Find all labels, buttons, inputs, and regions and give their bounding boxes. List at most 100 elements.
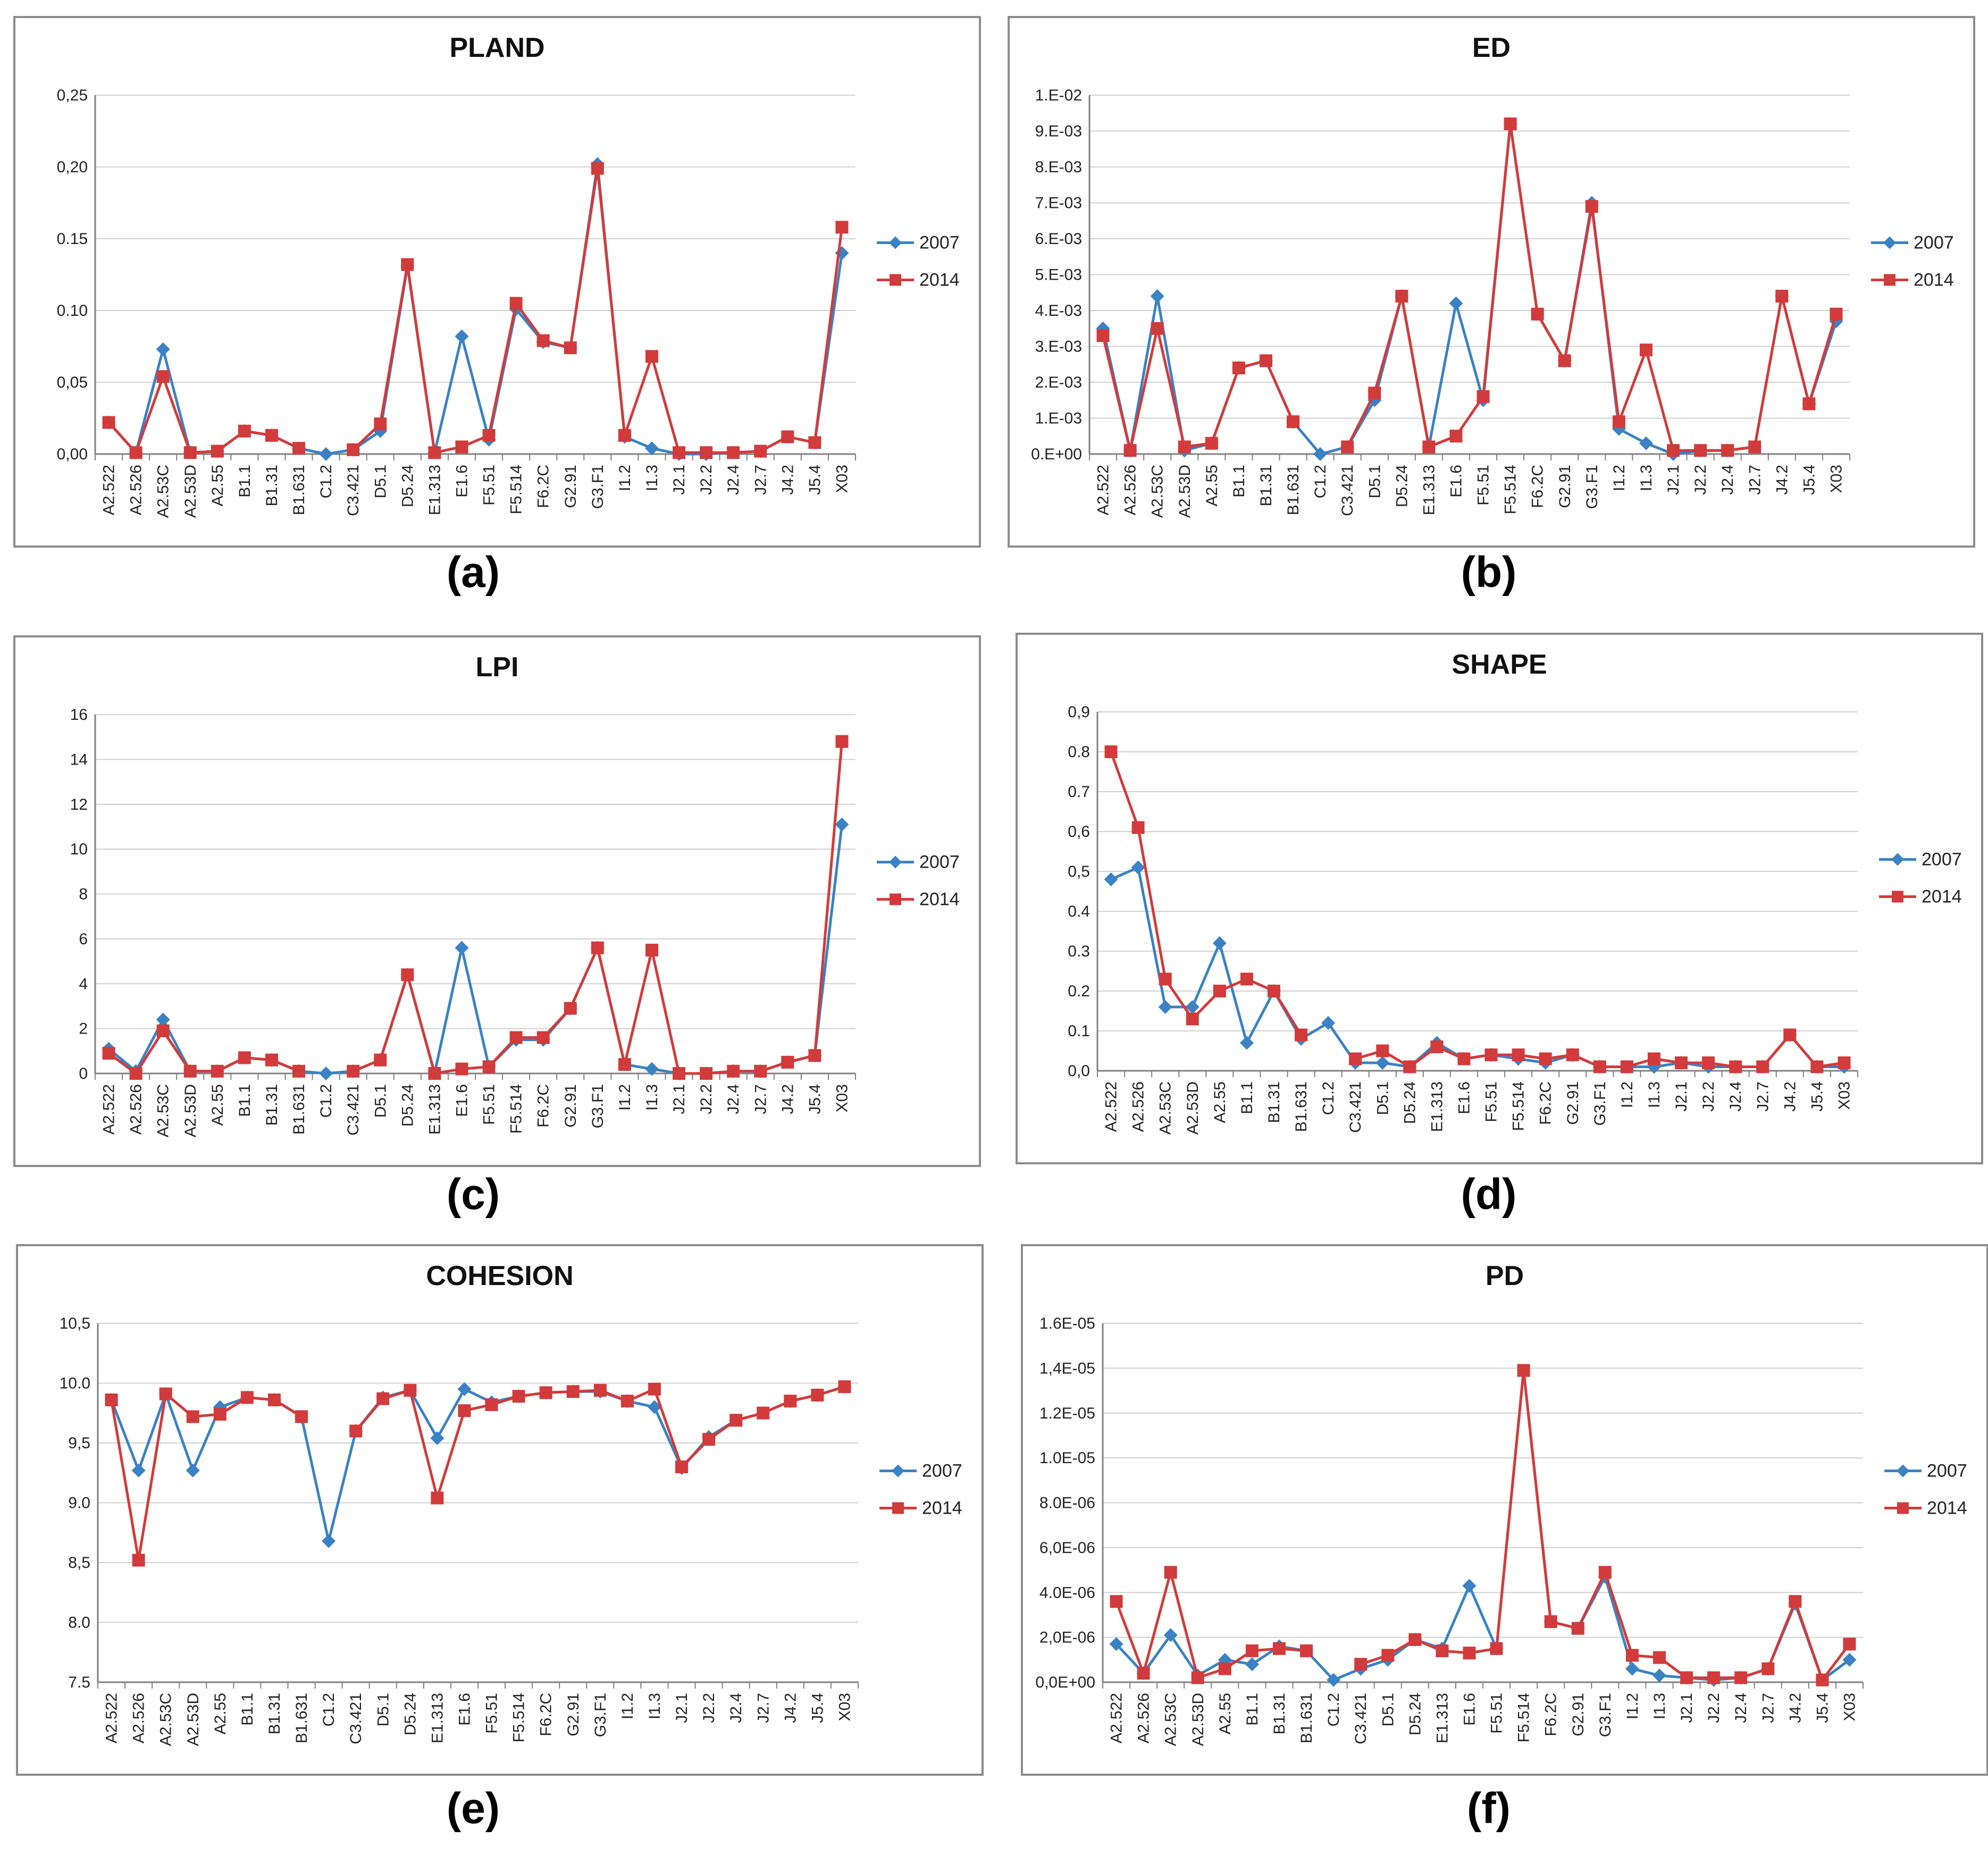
y-tick-label: 2,0E-06 — [1039, 1629, 1095, 1647]
data-point-2014 — [156, 1024, 170, 1037]
y-tick-label: 0,0 — [1068, 1062, 1090, 1080]
x-tick-label: J2.2 — [1705, 1693, 1723, 1723]
x-tick-label: E1.6 — [453, 465, 471, 498]
data-point-2014 — [1729, 1060, 1742, 1073]
data-point-2014 — [539, 1386, 552, 1399]
x-tick-label: C1.2 — [1325, 1693, 1343, 1726]
series-line-2007 — [1115, 1370, 1850, 1682]
y-tick-label: 0,9 — [1068, 703, 1090, 721]
data-point-2007 — [647, 1400, 661, 1414]
data-point-2007 — [1245, 1657, 1259, 1672]
legend-marker — [1892, 891, 1903, 903]
x-tick-label: A2.53C — [155, 1084, 172, 1137]
x-tick-label: J4.2 — [782, 1693, 799, 1723]
x-tick-label: D5.24 — [1393, 465, 1411, 507]
data-point-2014 — [1517, 1364, 1530, 1377]
data-point-2007 — [1131, 860, 1145, 875]
x-tick-label: F5.514 — [1510, 1081, 1528, 1131]
legend-label: 2007 — [919, 233, 960, 253]
data-point-2007 — [1449, 296, 1463, 310]
data-point-2014 — [1707, 1671, 1721, 1684]
y-tick-label: 0.2 — [1068, 983, 1090, 1000]
x-tick-label: C1.2 — [1320, 1081, 1337, 1115]
x-tick-label: J4.2 — [779, 465, 796, 495]
legend-label: 2007 — [922, 1461, 962, 1481]
data-point-2014 — [1612, 415, 1625, 429]
data-point-2014 — [618, 429, 631, 442]
data-point-2014 — [1620, 1060, 1633, 1073]
x-tick-label: C1.2 — [320, 1693, 338, 1726]
x-tick-label: J2.7 — [1746, 465, 1764, 495]
x-tick-label: J2.1 — [673, 1693, 691, 1723]
data-point-2014 — [485, 1398, 498, 1411]
x-tick-label: D5.24 — [1406, 1693, 1424, 1735]
legend-marker — [892, 1502, 904, 1514]
x-tick-label: A2.522 — [100, 465, 118, 515]
x-tick-label: X03 — [1835, 1081, 1853, 1110]
data-point-2007 — [1462, 1579, 1477, 1593]
x-tick-label: F6.2C — [535, 1084, 552, 1128]
legend-marker — [1891, 853, 1904, 866]
data-point-2014 — [1245, 1644, 1259, 1657]
y-tick-label: 8.E-03 — [1035, 158, 1082, 176]
x-tick-label: A2.53C — [157, 1693, 175, 1746]
x-tick-label: X03 — [833, 1084, 851, 1112]
x-tick-label: A2.55 — [212, 1693, 229, 1734]
data-point-2014 — [1395, 290, 1408, 303]
y-tick-label: 0,05 — [57, 374, 88, 391]
data-point-2014 — [1381, 1649, 1395, 1662]
data-point-2014 — [1267, 985, 1280, 997]
chart-svg: 0 2 4 6 8 10 12 14 16 A2.522 A2.526 A2.53C A2.53D A2.… — [70, 706, 960, 1137]
data-point-2014 — [1585, 200, 1598, 213]
x-tick-label: J4.2 — [1773, 465, 1791, 495]
x-tick-label: B1.1 — [1230, 465, 1248, 498]
y-tick-label: 0.3 — [1068, 943, 1090, 960]
x-tick-label: E1.6 — [1447, 465, 1465, 498]
data-point-2014 — [159, 1387, 172, 1400]
legend-marker — [1897, 1502, 1909, 1514]
y-tick-label: 12 — [70, 796, 88, 813]
x-tick-label: F6.2C — [1542, 1693, 1560, 1736]
panel-caption: (a) — [446, 548, 500, 597]
data-point-2014 — [1300, 1644, 1313, 1657]
y-tick-label: 1.0E-05 — [1039, 1449, 1095, 1467]
chart-panel-pd: PD 0,0E+00 2,0E-06 4.0E-06 6,0E-06 8.0E-06 1.… — [1021, 1244, 1988, 1776]
x-tick-label: C1.2 — [1312, 465, 1329, 498]
data-point-2014 — [648, 1382, 661, 1396]
data-point-2014 — [1816, 1673, 1829, 1686]
data-point-2014 — [1354, 1658, 1368, 1671]
x-tick-label: J2.1 — [1678, 1693, 1696, 1723]
data-point-2014 — [1272, 1642, 1286, 1655]
chart-title: LPI — [475, 652, 519, 683]
x-tick-label: G2.91 — [562, 465, 580, 508]
data-point-2014 — [645, 943, 658, 956]
data-point-2014 — [1702, 1056, 1715, 1069]
x-tick-label: J2.1 — [670, 465, 688, 495]
x-tick-label: A2.53D — [1184, 1081, 1202, 1135]
legend-marker — [889, 855, 902, 869]
x-tick-label: X03 — [833, 465, 851, 493]
data-point-2007 — [430, 1431, 444, 1445]
data-point-2014 — [1191, 1671, 1204, 1684]
x-tick-label: J2.2 — [1700, 1081, 1717, 1112]
chart-panel-pland: PLAND 0,00 0,05 0.10 0.15 0,20 0,25 A2.522 A2.5… — [13, 16, 981, 548]
x-tick-label: A2.53C — [1157, 1081, 1175, 1135]
legend-marker — [890, 893, 901, 905]
data-point-2014 — [1566, 1048, 1579, 1061]
data-point-2007 — [322, 1534, 336, 1548]
data-point-2007 — [319, 1067, 333, 1080]
data-point-2014 — [267, 1394, 281, 1406]
panel-caption: (b) — [1461, 548, 1517, 597]
x-tick-label: J2.4 — [725, 1084, 742, 1114]
y-tick-label: 0.1 — [1068, 1022, 1090, 1040]
data-point-2014 — [428, 1067, 441, 1080]
data-point-2014 — [401, 258, 414, 271]
data-point-2014 — [727, 1064, 740, 1078]
data-point-2014 — [700, 1067, 713, 1080]
data-point-2007 — [1652, 1668, 1666, 1683]
data-point-2007 — [186, 1463, 200, 1478]
series-line-2007 — [107, 164, 843, 456]
series-line-2014 — [353, 741, 843, 1075]
y-tick-label: 0,6 — [1068, 823, 1090, 841]
x-tick-label: J4.2 — [779, 1084, 796, 1114]
